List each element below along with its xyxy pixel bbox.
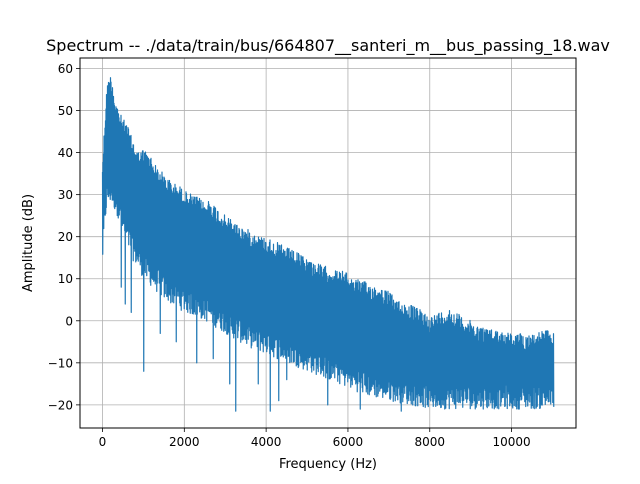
spectrum-line bbox=[101, 77, 555, 412]
y-tick-label: 50 bbox=[58, 104, 73, 118]
y-tick-label: −20 bbox=[48, 398, 73, 412]
series-spectrum bbox=[101, 77, 555, 412]
axis-ticks: 0 2000 4000 6000 8000 10000 −20 −10 0 10 20 30 40 50 6… bbox=[48, 62, 531, 449]
y-tick-label: −10 bbox=[48, 356, 73, 370]
x-tick-label: 6000 bbox=[333, 435, 364, 449]
x-tick-label: 4000 bbox=[251, 435, 282, 449]
y-axis-label: Amplitude (dB) bbox=[21, 194, 36, 292]
x-tick-label: 10000 bbox=[492, 435, 530, 449]
x-tick-label: 0 bbox=[99, 435, 107, 449]
x-tick-label: 2000 bbox=[169, 435, 200, 449]
y-tick-label: 0 bbox=[65, 314, 73, 328]
y-tick-label: 10 bbox=[58, 272, 73, 286]
y-tick-label: 20 bbox=[58, 230, 73, 244]
x-tick-label: 8000 bbox=[414, 435, 445, 449]
y-tick-label: 60 bbox=[58, 62, 73, 76]
x-axis-label: Frequency (Hz) bbox=[279, 457, 377, 472]
axes-frame bbox=[79, 57, 577, 429]
y-tick-label: 30 bbox=[58, 188, 73, 202]
y-tick-label: 40 bbox=[58, 146, 73, 160]
chart-title: Spectrum -- ./data/train/bus/664807__san… bbox=[46, 36, 610, 56]
